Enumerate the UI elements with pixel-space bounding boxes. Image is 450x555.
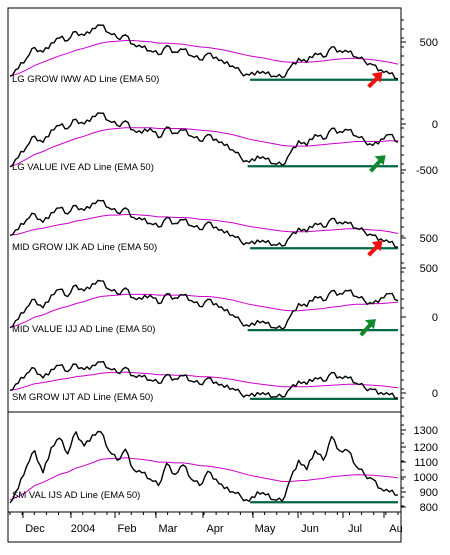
x-tick-label: May	[255, 523, 276, 535]
x-axis: Dec 2004 Feb Mar Apr May Jun Jul Au	[9, 512, 403, 535]
chart-frame	[7, 7, 402, 543]
ema-line	[9, 293, 399, 329]
x-tick-label: Apr	[206, 523, 223, 535]
y-tick-label: 0	[432, 388, 438, 400]
ema-line	[9, 371, 399, 391]
x-tick-label: Au	[389, 523, 402, 535]
arrow-shaft	[367, 244, 380, 257]
x-tick-label: Jun	[301, 523, 319, 535]
panel-label: SM VAL IJS AD Line (EMA 50)	[12, 490, 140, 501]
right-axis: 500 0 -500 500 500 0 0 1300 1200 1100 1000 900 800	[401, 19, 438, 514]
arrow-shaft	[367, 76, 380, 89]
panel-label: LG VALUE IVE AD Line (EMA 50)	[12, 162, 154, 173]
ad-line	[9, 199, 399, 248]
y-tick-label: 1200	[414, 442, 438, 454]
x-tick-label: Feb	[118, 523, 137, 535]
arrow-head	[374, 155, 386, 166]
panel-label: LG GROW IWW AD Line (EMA 50)	[12, 74, 159, 85]
ad-line	[9, 24, 399, 80]
x-tick-label: Mar	[159, 523, 178, 535]
ad-line	[9, 360, 399, 399]
y-tick-label: 500	[420, 233, 438, 245]
panel-5: SM GROW IJT AD Line (EMA 50)	[9, 360, 399, 403]
ema-line	[9, 127, 398, 168]
arrow-down-icon	[367, 71, 383, 89]
y-tick-label: 1000	[414, 472, 438, 484]
ad-line	[9, 430, 399, 504]
y-tick-label: 1300	[414, 425, 438, 437]
arrow-up-icon	[359, 319, 376, 337]
arrow-head	[364, 319, 376, 330]
y-tick-label: 0	[432, 119, 438, 131]
ema-line	[9, 40, 399, 77]
ema-line	[9, 457, 399, 501]
x-tick-label: 2004	[71, 523, 95, 535]
y-tick-label: 500	[420, 37, 438, 49]
x-tick-label: Dec	[25, 523, 45, 535]
arrow-head	[371, 71, 383, 83]
panel-label: MID GROW IJK AD Line (EMA 50)	[12, 242, 157, 253]
ad-line	[9, 279, 399, 330]
y-tick-label: -500	[416, 165, 438, 177]
ad-line	[9, 112, 399, 168]
panel-3: MID GROW IJK AD Line (EMA 50)	[9, 199, 399, 257]
arrow-shaft	[359, 322, 373, 337]
y-tick-label: 1100	[414, 457, 438, 469]
arrow-down-icon	[367, 240, 383, 257]
y-tick-label: 0	[432, 312, 438, 324]
y-tick-label: 800	[420, 502, 438, 514]
arrow-up-icon	[369, 155, 386, 173]
panel-6: SM VAL IJS AD Line (EMA 50)	[9, 430, 399, 504]
arrow-head	[371, 240, 383, 252]
panel-label: SM GROW IJT AD Line (EMA 50)	[12, 392, 153, 403]
panel-4: MID VALUE IJJ AD Line (EMA 50)	[9, 279, 399, 337]
ema-line	[9, 214, 399, 236]
panel-2: LG VALUE IVE AD Line (EMA 50)	[9, 112, 399, 173]
panel-label: MID VALUE IJJ AD Line (EMA 50)	[12, 324, 155, 335]
arrow-shaft	[369, 158, 383, 173]
y-tick-label: 900	[420, 487, 438, 499]
x-tick-label: Jul	[348, 523, 362, 535]
panel-1: LG GROW IWW AD Line (EMA 50)	[9, 24, 399, 89]
y-tick-label: 500	[420, 263, 438, 275]
